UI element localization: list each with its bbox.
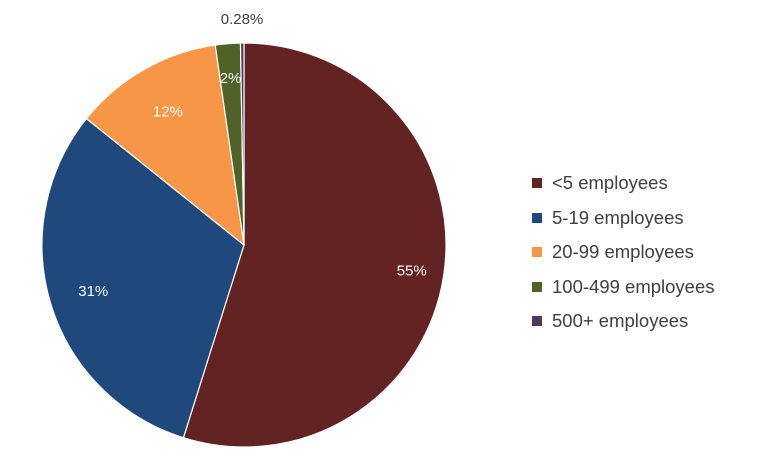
legend-swatch xyxy=(532,316,542,327)
pie-slice xyxy=(85,44,245,247)
slice-data-label: 12% xyxy=(153,104,183,121)
legend-swatch xyxy=(532,178,542,189)
legend-item: 500+ employees xyxy=(532,304,715,339)
legend-item: 5-19 employees xyxy=(532,201,715,236)
chart-legend: <5 employees 5-19 employees 20-99 employee… xyxy=(532,166,715,339)
legend-label: 20-99 employees xyxy=(552,241,694,263)
pie-slice xyxy=(239,42,245,246)
legend-swatch xyxy=(532,212,542,223)
slice-data-label: 2% xyxy=(220,70,242,87)
legend-label: 5-19 employees xyxy=(552,206,684,228)
legend-label: 500+ employees xyxy=(552,310,689,332)
slice-data-label: 55% xyxy=(397,263,427,280)
legend-label: 100-499 employees xyxy=(552,275,715,297)
pie-slice xyxy=(182,42,447,448)
legend-swatch xyxy=(532,281,542,292)
legend-swatch xyxy=(532,247,542,258)
legend-item: <5 employees xyxy=(532,166,715,201)
pie-slices xyxy=(41,42,447,448)
legend-label: <5 employees xyxy=(552,172,668,194)
slice-data-label: 31% xyxy=(78,283,108,300)
legend-item: 20-99 employees xyxy=(532,235,715,270)
pie-data-labels: 55% 31% 12% 2% 0.28% xyxy=(78,11,426,300)
legend-item: 100-499 employees xyxy=(532,270,715,305)
pie-slice xyxy=(41,117,245,439)
slice-data-label: 0.28% xyxy=(221,11,264,28)
